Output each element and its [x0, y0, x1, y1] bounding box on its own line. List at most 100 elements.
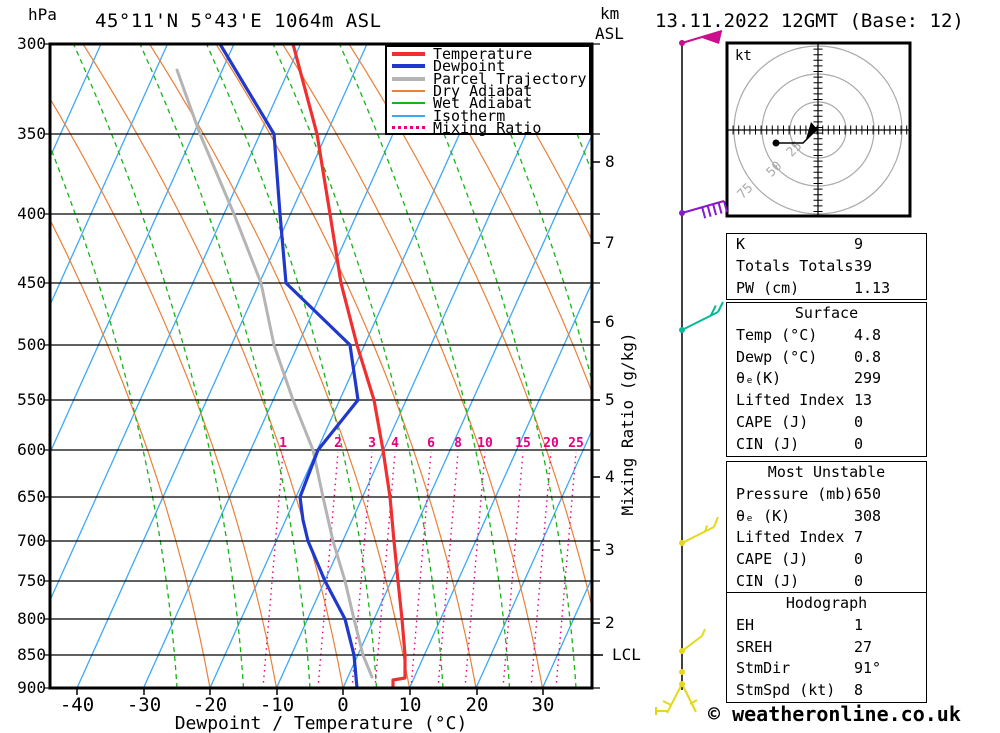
row-label: Totals Totals: [736, 256, 854, 275]
row-value: 27: [854, 637, 873, 656]
pressure-tick-label: 800: [17, 609, 46, 628]
pressure-tick-label: 450: [17, 273, 46, 292]
temperature-trace: [291, 44, 407, 688]
panel-row: θₑ (K) 308: [727, 506, 926, 528]
legend-item-dry-adiabat: Dry Adiabat: [387, 82, 589, 101]
row-value: 0: [854, 571, 864, 590]
panel-row: CAPE (J) 0: [727, 549, 926, 571]
mixing-ratio-line: [502, 451, 524, 688]
wind-barb: [679, 516, 719, 546]
legend-label: Dry Adiabat: [433, 82, 533, 101]
row-value: 1: [854, 615, 864, 634]
row-label: θₑ(K): [736, 369, 782, 388]
temp-tick-label: 10: [399, 694, 422, 716]
wind-barb-shaft: [681, 635, 703, 652]
pressure-tick-label: 400: [17, 204, 46, 223]
row-value: 1.13: [854, 278, 891, 297]
run-timestamp: 13.11.2022 12GMT (Base: 12): [655, 10, 964, 32]
row-value: 13: [854, 391, 873, 410]
row-label: StmSpd (kt): [736, 681, 836, 700]
plot-border: [48, 42, 594, 690]
pressure-tick-label: 900: [17, 678, 46, 697]
x-axis-label: Dewpoint / Temperature (°C): [175, 713, 468, 733]
panel-header: Most Unstable: [767, 463, 886, 481]
legend-item-isotherm: Isotherm: [387, 108, 589, 123]
legend-label: Parcel Trajectory: [433, 69, 587, 88]
wet-adiabat-line: [72, 44, 245, 688]
mixing-ratio-value-label: 20: [543, 436, 559, 451]
wind-barb-tick: [713, 516, 719, 528]
isotherm-line: [209, 44, 501, 688]
wind-barb-tick: [717, 202, 723, 214]
row-label: EH: [736, 615, 755, 634]
km-tick-label: 8: [605, 152, 615, 171]
pressure-axis-unit: hPa: [28, 5, 57, 24]
row-value: 650: [854, 484, 882, 503]
mixing-ratio-value-label: 8: [454, 436, 462, 451]
hodograph-ring-label: 25: [784, 139, 806, 161]
lcl-label: LCL: [612, 645, 641, 664]
panel-row: PW (cm) 1.13: [727, 278, 926, 300]
wet-adiabat-line: [405, 44, 577, 688]
km-tick-label: 3: [605, 540, 615, 559]
panel-row: CIN (J) 0: [727, 571, 926, 593]
wind-barb-shaft: [681, 30, 723, 44]
pressure-tick-label: 850: [17, 645, 46, 664]
legend-label: Wet Adiabat: [433, 94, 533, 113]
row-value: 0: [854, 550, 864, 569]
mixing-ratio-line: [555, 451, 577, 688]
wind-barb-tick: [701, 206, 707, 219]
legend-item-parcel-trajectory: Parcel Trajectory: [387, 69, 589, 88]
row-label: θₑ (K): [736, 506, 791, 525]
wind-barb-tick: [717, 301, 724, 313]
legend-swatch-icon: [392, 52, 425, 57]
legend-swatch-icon: [392, 126, 425, 130]
panel-row: Pressure (mb) 650: [727, 484, 926, 506]
wind-barb-tick: [712, 203, 718, 216]
legend-swatch-icon: [392, 64, 425, 69]
wind-barb-tick: [689, 699, 698, 705]
isotherm-line: [50, 44, 235, 455]
mixing-ratio-axis-label: Mixing Ratio (g/kg): [618, 332, 637, 515]
dewpoint-trace: [218, 44, 360, 688]
pressure-tick-label: 600: [17, 440, 46, 459]
hodograph-trace-dot: [772, 139, 780, 147]
km-tick-label: 7: [605, 233, 615, 252]
km-tick-label: 6: [605, 312, 615, 331]
panel-row: Totals Totals 39: [727, 256, 926, 278]
row-label: StmDir: [736, 659, 791, 678]
temp-tick-label: -40: [60, 694, 94, 716]
row-value: 0: [854, 434, 864, 453]
wet-adiabat-line: [50, 144, 178, 688]
panel-row: θₑ(K) 299: [727, 368, 926, 390]
wet-adiabat-line: [471, 44, 592, 384]
isotherm-line: [50, 44, 102, 159]
wet-adiabat-line: [938, 44, 1000, 688]
pressure-tick-label: 500: [17, 335, 46, 354]
copyright-footer: © weatheronline.co.uk: [708, 702, 961, 726]
temp-tick-label: -30: [127, 694, 161, 716]
wind-barb-shaft: [681, 526, 715, 544]
mixing-ratio-line: [317, 451, 339, 688]
km-tick-label: 5: [605, 390, 615, 409]
panel-row: CAPE (J) 0: [727, 412, 926, 434]
row-value: 91°: [854, 659, 882, 678]
isotherm-line: [50, 44, 169, 307]
mixing-ratio-line: [351, 451, 373, 688]
pressure-tick-label: 550: [17, 390, 46, 409]
row-label: CIN (J): [736, 434, 800, 453]
wind-barb-tick: [704, 525, 708, 532]
mixing-ratio-line: [374, 451, 396, 688]
wind-barb: [679, 30, 723, 46]
wind-barb-dot: [679, 669, 685, 675]
row-label: Temp (°C): [736, 325, 818, 344]
row-value: 39: [854, 256, 873, 275]
temp-tick-label: 30: [532, 694, 555, 716]
row-label: CAPE (J): [736, 550, 809, 569]
wind-barb: [679, 628, 706, 654]
mixing-ratio-value-label: 25: [568, 436, 584, 451]
mixing-ratio-line: [410, 451, 432, 688]
panel-row: Lifted Index 13: [727, 390, 926, 412]
